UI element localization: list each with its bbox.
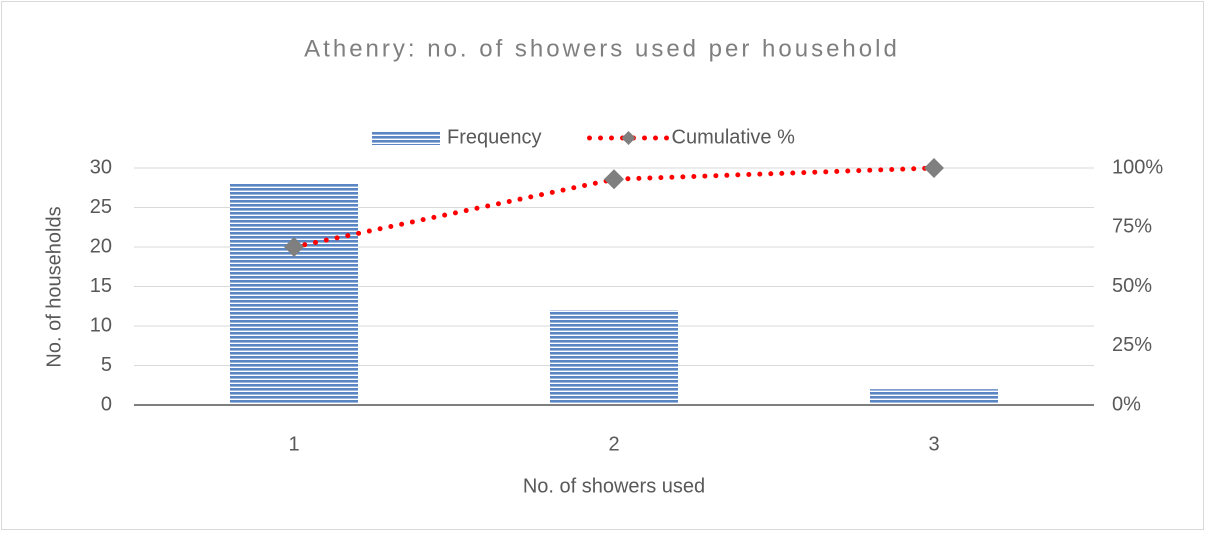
y-tick-label: 20 [90, 235, 112, 257]
x-axis-label: No. of showers used [523, 475, 705, 497]
legend-marker [621, 131, 636, 145]
y-tick-label: 0 [101, 393, 112, 415]
marker [924, 158, 944, 178]
bar [870, 389, 998, 405]
chart-title: Athenry: no. of showers used per househo… [304, 35, 900, 62]
y2-tick-label: 100% [1112, 156, 1163, 178]
x-tick-label: 3 [928, 433, 939, 455]
bar [230, 183, 358, 405]
y2-tick-label: 25% [1112, 334, 1152, 356]
legend-label: Frequency [447, 126, 542, 148]
y2-tick-label: 50% [1112, 275, 1152, 297]
bar [550, 310, 678, 405]
y-tick-label: 30 [90, 156, 112, 178]
y2-tick-label: 75% [1112, 216, 1152, 238]
x-tick-label: 1 [288, 433, 299, 455]
legend-label: Cumulative % [672, 126, 796, 148]
y-tick-label: 15 [90, 275, 112, 297]
marker [604, 169, 624, 190]
y-tick-label: 25 [90, 196, 112, 218]
x-tick-label: 2 [608, 433, 619, 455]
y-tick-label: 10 [90, 314, 112, 336]
line [291, 165, 937, 250]
y-axis-label: No. of households [43, 206, 65, 367]
legend-swatch [372, 131, 440, 145]
y-tick-label: 5 [101, 354, 112, 376]
marker [284, 236, 304, 257]
y2-tick-label: 0% [1112, 393, 1141, 415]
